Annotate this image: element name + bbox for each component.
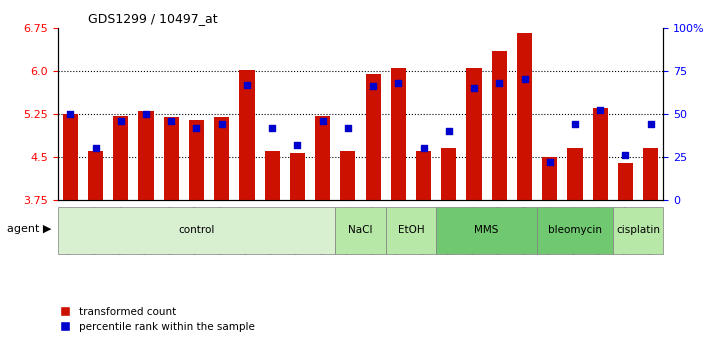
Point [216,121,228,127]
Point [267,125,278,130]
Bar [88,151,103,200]
Bar [63,114,78,200]
Point [190,125,202,130]
Bar [517,33,532,200]
Text: bleomycin: bleomycin [548,225,602,235]
Point [342,125,354,130]
Bar [466,68,482,200]
Bar [492,51,507,200]
Bar [138,111,154,200]
Bar [340,151,355,200]
Bar [315,116,330,200]
Bar [113,116,128,200]
Point [368,83,379,89]
Text: control: control [178,225,215,235]
Point [291,142,304,148]
Bar [290,153,305,200]
Bar [567,148,583,200]
Point [469,85,480,91]
Point [393,80,404,86]
Text: agent ▶: agent ▶ [7,225,52,234]
Bar [214,117,229,200]
Point [166,118,177,124]
Point [595,108,606,113]
Bar [391,68,406,200]
Point [89,146,101,151]
Text: EtOH: EtOH [398,225,424,235]
Point [645,121,657,127]
Bar [265,151,280,200]
Text: NaCl: NaCl [348,225,373,235]
Point [570,121,581,127]
Bar [593,108,608,200]
Bar [239,70,255,200]
Point [115,118,127,124]
Point [544,159,556,165]
Point [519,77,531,82]
Point [620,152,632,158]
Bar [542,157,557,200]
Text: MMS: MMS [474,225,499,235]
Point [241,82,253,87]
Point [317,118,329,124]
Bar [189,120,204,200]
Bar [643,148,658,200]
Bar [618,163,633,200]
Point [443,128,455,134]
Bar [164,117,179,200]
Legend: transformed count, percentile rank within the sample: transformed count, percentile rank withi… [56,303,259,336]
Text: cisplatin: cisplatin [616,225,660,235]
Bar [416,151,431,200]
Point [494,80,505,86]
Point [65,111,76,117]
Point [418,146,430,151]
Point [140,111,152,117]
Bar [366,73,381,200]
Text: GDS1299 / 10497_at: GDS1299 / 10497_at [88,12,218,25]
Bar [441,148,456,200]
